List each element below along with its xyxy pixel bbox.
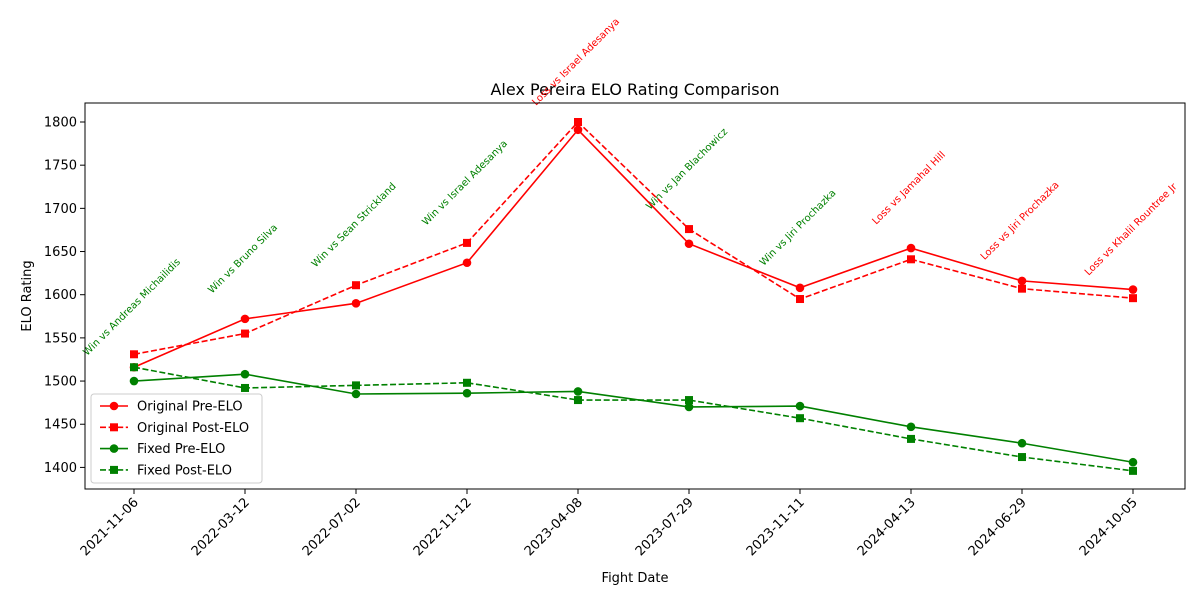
point-1-2 bbox=[352, 281, 360, 290]
legend-marker-1 bbox=[110, 423, 118, 432]
legend-box bbox=[90, 393, 263, 484]
x-tick-label-2022-11-12: 2022-11-12 bbox=[411, 495, 475, 559]
point-2-0 bbox=[129, 376, 139, 386]
legend-label-1: Original Post-ELO bbox=[137, 421, 249, 436]
point-2-1 bbox=[240, 369, 250, 379]
point-2-9 bbox=[1128, 457, 1138, 467]
y-tick-label-1400: 1400 bbox=[44, 461, 77, 476]
point-0-8 bbox=[1017, 276, 1027, 286]
point-3-6 bbox=[796, 414, 804, 423]
point-1-3 bbox=[463, 238, 471, 247]
point-1-1 bbox=[241, 329, 249, 338]
point-0-4 bbox=[573, 125, 583, 135]
point-1-8 bbox=[1018, 284, 1026, 293]
y-tick-label-1550: 1550 bbox=[44, 331, 77, 346]
x-axis-label: Fight Date bbox=[602, 571, 669, 586]
point-3-4 bbox=[574, 396, 582, 405]
series-1 bbox=[130, 117, 1137, 359]
point-0-7 bbox=[906, 243, 916, 253]
point-2-2 bbox=[351, 389, 361, 399]
y-tick-label-1450: 1450 bbox=[44, 418, 77, 433]
y-tick-label-1650: 1650 bbox=[44, 245, 77, 260]
point-3-2 bbox=[352, 381, 360, 390]
point-2-3 bbox=[462, 388, 472, 398]
x-tick-label-2024-06-29: 2024-06-29 bbox=[966, 495, 1030, 559]
point-1-7 bbox=[907, 255, 915, 264]
x-tick-label-2022-03-12: 2022-03-12 bbox=[189, 495, 253, 559]
point-2-7 bbox=[906, 422, 916, 432]
point-1-0 bbox=[130, 350, 138, 359]
point-0-3 bbox=[462, 258, 472, 268]
legend: Original Pre-ELO Original Post-ELO Fixed P… bbox=[90, 393, 263, 484]
legend-marker-3 bbox=[110, 465, 118, 474]
y-tick-label-1600: 1600 bbox=[44, 288, 77, 303]
x-tick-label-2024-10-05: 2024-10-05 bbox=[1077, 495, 1141, 559]
point-0-1 bbox=[240, 314, 250, 324]
point-0-6 bbox=[795, 283, 805, 293]
x-tick-label-2023-04-08: 2023-04-08 bbox=[522, 495, 586, 559]
legend-label-3: Fixed Post-ELO bbox=[137, 463, 232, 478]
point-3-9 bbox=[1129, 466, 1137, 475]
series-line-1 bbox=[133, 120, 1134, 356]
x-tick-label-2024-04-13: 2024-04-13 bbox=[855, 495, 919, 559]
annotation-8: Loss vs Jiri Prochazka bbox=[979, 180, 1062, 263]
point-0-9 bbox=[1128, 285, 1138, 294]
y-tick-label-1800: 1800 bbox=[44, 115, 77, 130]
annotation-0: Win vs Andreas Michailidis bbox=[82, 257, 183, 358]
point-1-4 bbox=[574, 117, 582, 126]
point-0-2 bbox=[351, 299, 361, 308]
annotation-7: Loss vs Jamahal Hill bbox=[870, 150, 948, 228]
point-1-6 bbox=[796, 295, 804, 304]
annotation-6: Win vs Jiri Prochazka bbox=[758, 188, 839, 269]
point-0-5 bbox=[684, 239, 694, 249]
chart-title: Alex Pereira ELO Rating Comparison bbox=[490, 80, 779, 99]
x-tick-label-2023-07-29: 2023-07-29 bbox=[633, 495, 697, 559]
plot-area bbox=[84, 102, 1186, 490]
legend-label-0: Original Pre-ELO bbox=[137, 400, 243, 415]
point-2-8 bbox=[1017, 438, 1027, 448]
annotation-3: Win vs Israel Adesanya bbox=[420, 138, 510, 228]
point-3-8 bbox=[1018, 453, 1026, 462]
y-tick-label-1500: 1500 bbox=[44, 375, 77, 390]
series-line-0 bbox=[133, 128, 1134, 368]
point-1-5 bbox=[685, 225, 693, 234]
series-line-3 bbox=[133, 366, 1134, 472]
point-3-1 bbox=[241, 383, 249, 392]
series-2 bbox=[129, 369, 1138, 467]
x-tick-label-2022-07-02: 2022-07-02 bbox=[300, 495, 364, 559]
series-3 bbox=[130, 363, 1137, 475]
series-line-2 bbox=[133, 373, 1134, 464]
point-3-3 bbox=[463, 378, 471, 387]
point-3-7 bbox=[907, 434, 915, 443]
legend-label-2: Fixed Pre-ELO bbox=[137, 442, 225, 457]
annotation-2: Win vs Sean Strickland bbox=[310, 181, 399, 270]
y-axis-label: ELO Rating bbox=[20, 260, 35, 331]
annotation-1: Win vs Bruno Silva bbox=[206, 222, 280, 296]
point-2-4 bbox=[573, 387, 583, 396]
x-tick-label-2021-11-06: 2021-11-06 bbox=[78, 495, 142, 559]
point-3-0 bbox=[130, 363, 138, 372]
point-2-5 bbox=[684, 402, 694, 412]
x-tick-label-2023-11-11: 2023-11-11 bbox=[744, 495, 808, 559]
legend-marker-0 bbox=[109, 401, 119, 411]
series-lines bbox=[129, 117, 1138, 475]
point-2-6 bbox=[795, 401, 805, 411]
point-3-5 bbox=[685, 396, 693, 405]
y-tick-label-1750: 1750 bbox=[44, 159, 77, 174]
x-axis: 2021-11-06 2022-03-12 2022-07-02 2022-11-12… bbox=[78, 489, 1141, 559]
annotation-9: Loss vs Khalil Rountree Jr bbox=[1083, 181, 1180, 278]
annotation-5: Win vs Jan Blachowicz bbox=[644, 126, 730, 212]
y-axis: 1400 1450 1500 1550 1600 1650 1700 1750 1800 bbox=[44, 115, 85, 476]
series-0 bbox=[129, 125, 1138, 372]
legend-marker-2 bbox=[109, 444, 119, 453]
y-tick-label-1700: 1700 bbox=[44, 202, 77, 217]
annotations: Win vs Andreas Michailidis Win vs Bruno S… bbox=[82, 16, 1181, 358]
point-1-9 bbox=[1129, 294, 1137, 303]
